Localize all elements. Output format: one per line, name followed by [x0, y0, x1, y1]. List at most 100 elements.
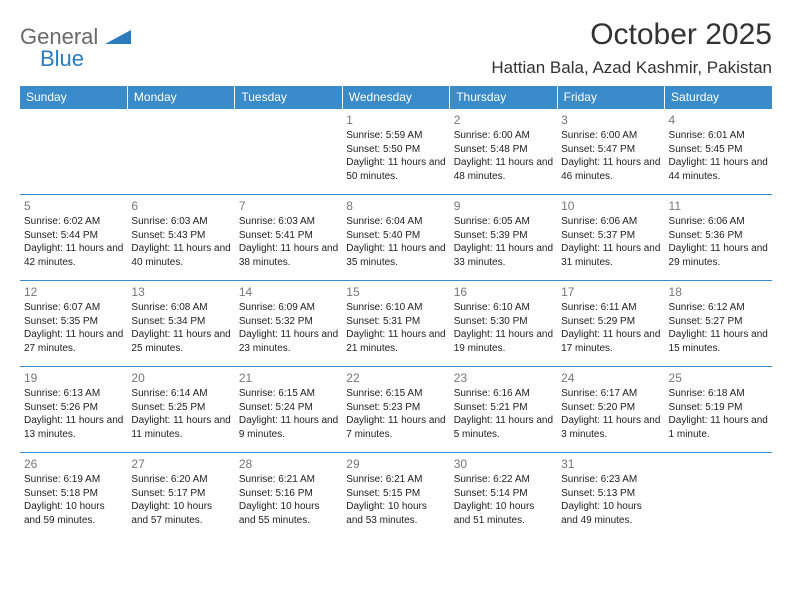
sunset-text: Sunset: 5:41 PM: [239, 229, 338, 243]
day-header: Saturday: [665, 86, 772, 109]
sunrise-text: Sunrise: 6:16 AM: [454, 387, 553, 401]
sunset-text: Sunset: 5:27 PM: [669, 315, 768, 329]
day-number: 10: [561, 198, 660, 214]
calendar-cell: 12Sunrise: 6:07 AMSunset: 5:35 PMDayligh…: [20, 281, 127, 367]
day-header: Wednesday: [342, 86, 449, 109]
sunset-text: Sunset: 5:21 PM: [454, 401, 553, 415]
calendar-cell: [20, 109, 127, 195]
day-header: Sunday: [20, 86, 127, 109]
sunset-text: Sunset: 5:37 PM: [561, 229, 660, 243]
day-number: 11: [669, 198, 768, 214]
daylight-text: Daylight: 10 hours and 57 minutes.: [131, 500, 230, 527]
day-number: 3: [561, 112, 660, 128]
sunset-text: Sunset: 5:13 PM: [561, 487, 660, 501]
sunset-text: Sunset: 5:50 PM: [346, 143, 445, 157]
sunrise-text: Sunrise: 6:10 AM: [346, 301, 445, 315]
day-number: 27: [131, 456, 230, 472]
calendar-cell: 7Sunrise: 6:03 AMSunset: 5:41 PMDaylight…: [235, 195, 342, 281]
calendar-row: 1Sunrise: 5:59 AMSunset: 5:50 PMDaylight…: [20, 109, 772, 195]
sunset-text: Sunset: 5:23 PM: [346, 401, 445, 415]
day-number: 19: [24, 370, 123, 386]
sunrise-text: Sunrise: 6:17 AM: [561, 387, 660, 401]
sunset-text: Sunset: 5:31 PM: [346, 315, 445, 329]
day-number: 23: [454, 370, 553, 386]
calendar-cell: 2Sunrise: 6:00 AMSunset: 5:48 PMDaylight…: [450, 109, 557, 195]
calendar-cell: [665, 453, 772, 539]
sunrise-text: Sunrise: 6:13 AM: [24, 387, 123, 401]
calendar-cell: 28Sunrise: 6:21 AMSunset: 5:16 PMDayligh…: [235, 453, 342, 539]
calendar-cell: 14Sunrise: 6:09 AMSunset: 5:32 PMDayligh…: [235, 281, 342, 367]
calendar-cell: 23Sunrise: 6:16 AMSunset: 5:21 PMDayligh…: [450, 367, 557, 453]
sunset-text: Sunset: 5:43 PM: [131, 229, 230, 243]
calendar-cell: 16Sunrise: 6:10 AMSunset: 5:30 PMDayligh…: [450, 281, 557, 367]
daylight-text: Daylight: 11 hours and 38 minutes.: [239, 242, 338, 269]
sunrise-text: Sunrise: 6:14 AM: [131, 387, 230, 401]
sunrise-text: Sunrise: 6:07 AM: [24, 301, 123, 315]
calendar-row: 26Sunrise: 6:19 AMSunset: 5:18 PMDayligh…: [20, 453, 772, 539]
calendar-cell: 5Sunrise: 6:02 AMSunset: 5:44 PMDaylight…: [20, 195, 127, 281]
day-header: Thursday: [450, 86, 557, 109]
day-number: 18: [669, 284, 768, 300]
daylight-text: Daylight: 11 hours and 46 minutes.: [561, 156, 660, 183]
calendar-cell: 3Sunrise: 6:00 AMSunset: 5:47 PMDaylight…: [557, 109, 664, 195]
sunrise-text: Sunrise: 6:10 AM: [454, 301, 553, 315]
calendar-row: 12Sunrise: 6:07 AMSunset: 5:35 PMDayligh…: [20, 281, 772, 367]
sunset-text: Sunset: 5:20 PM: [561, 401, 660, 415]
day-number: 24: [561, 370, 660, 386]
sunrise-text: Sunrise: 6:05 AM: [454, 215, 553, 229]
calendar-cell: [235, 109, 342, 195]
daylight-text: Daylight: 10 hours and 51 minutes.: [454, 500, 553, 527]
daylight-text: Daylight: 11 hours and 25 minutes.: [131, 328, 230, 355]
calendar-cell: 15Sunrise: 6:10 AMSunset: 5:31 PMDayligh…: [342, 281, 449, 367]
calendar-cell: 24Sunrise: 6:17 AMSunset: 5:20 PMDayligh…: [557, 367, 664, 453]
day-number: 4: [669, 112, 768, 128]
logo: General Blue: [20, 24, 131, 72]
daylight-text: Daylight: 11 hours and 5 minutes.: [454, 414, 553, 441]
day-number: 30: [454, 456, 553, 472]
daylight-text: Daylight: 11 hours and 15 minutes.: [669, 328, 768, 355]
title-block: October 2025 Hattian Bala, Azad Kashmir,…: [491, 18, 772, 78]
daylight-text: Daylight: 11 hours and 33 minutes.: [454, 242, 553, 269]
calendar-head: SundayMondayTuesdayWednesdayThursdayFrid…: [20, 86, 772, 109]
sunset-text: Sunset: 5:29 PM: [561, 315, 660, 329]
day-header: Friday: [557, 86, 664, 109]
sunrise-text: Sunrise: 6:09 AM: [239, 301, 338, 315]
calendar-cell: 6Sunrise: 6:03 AMSunset: 5:43 PMDaylight…: [127, 195, 234, 281]
day-number: 20: [131, 370, 230, 386]
sunset-text: Sunset: 5:30 PM: [454, 315, 553, 329]
daylight-text: Daylight: 10 hours and 49 minutes.: [561, 500, 660, 527]
calendar-cell: 27Sunrise: 6:20 AMSunset: 5:17 PMDayligh…: [127, 453, 234, 539]
day-number: 7: [239, 198, 338, 214]
day-number: 22: [346, 370, 445, 386]
sunrise-text: Sunrise: 6:04 AM: [346, 215, 445, 229]
daylight-text: Daylight: 10 hours and 53 minutes.: [346, 500, 445, 527]
calendar-cell: 26Sunrise: 6:19 AMSunset: 5:18 PMDayligh…: [20, 453, 127, 539]
daylight-text: Daylight: 11 hours and 29 minutes.: [669, 242, 768, 269]
calendar-cell: 20Sunrise: 6:14 AMSunset: 5:25 PMDayligh…: [127, 367, 234, 453]
sunrise-text: Sunrise: 6:00 AM: [454, 129, 553, 143]
sunrise-text: Sunrise: 6:02 AM: [24, 215, 123, 229]
daylight-text: Daylight: 11 hours and 44 minutes.: [669, 156, 768, 183]
daylight-text: Daylight: 11 hours and 48 minutes.: [454, 156, 553, 183]
calendar-cell: 21Sunrise: 6:15 AMSunset: 5:24 PMDayligh…: [235, 367, 342, 453]
sunrise-text: Sunrise: 6:23 AM: [561, 473, 660, 487]
sunset-text: Sunset: 5:39 PM: [454, 229, 553, 243]
sunset-text: Sunset: 5:16 PM: [239, 487, 338, 501]
calendar-cell: 13Sunrise: 6:08 AMSunset: 5:34 PMDayligh…: [127, 281, 234, 367]
daylight-text: Daylight: 11 hours and 3 minutes.: [561, 414, 660, 441]
month-title: October 2025: [491, 18, 772, 52]
sunrise-text: Sunrise: 6:08 AM: [131, 301, 230, 315]
sunset-text: Sunset: 5:34 PM: [131, 315, 230, 329]
calendar-cell: 22Sunrise: 6:15 AMSunset: 5:23 PMDayligh…: [342, 367, 449, 453]
sunrise-text: Sunrise: 6:20 AM: [131, 473, 230, 487]
daylight-text: Daylight: 11 hours and 50 minutes.: [346, 156, 445, 183]
location: Hattian Bala, Azad Kashmir, Pakistan: [491, 58, 772, 78]
daylight-text: Daylight: 11 hours and 31 minutes.: [561, 242, 660, 269]
day-number: 6: [131, 198, 230, 214]
sunrise-text: Sunrise: 6:19 AM: [24, 473, 123, 487]
sunset-text: Sunset: 5:14 PM: [454, 487, 553, 501]
calendar-row: 5Sunrise: 6:02 AMSunset: 5:44 PMDaylight…: [20, 195, 772, 281]
daylight-text: Daylight: 11 hours and 9 minutes.: [239, 414, 338, 441]
sunset-text: Sunset: 5:25 PM: [131, 401, 230, 415]
logo-triangle-icon: [105, 28, 131, 49]
